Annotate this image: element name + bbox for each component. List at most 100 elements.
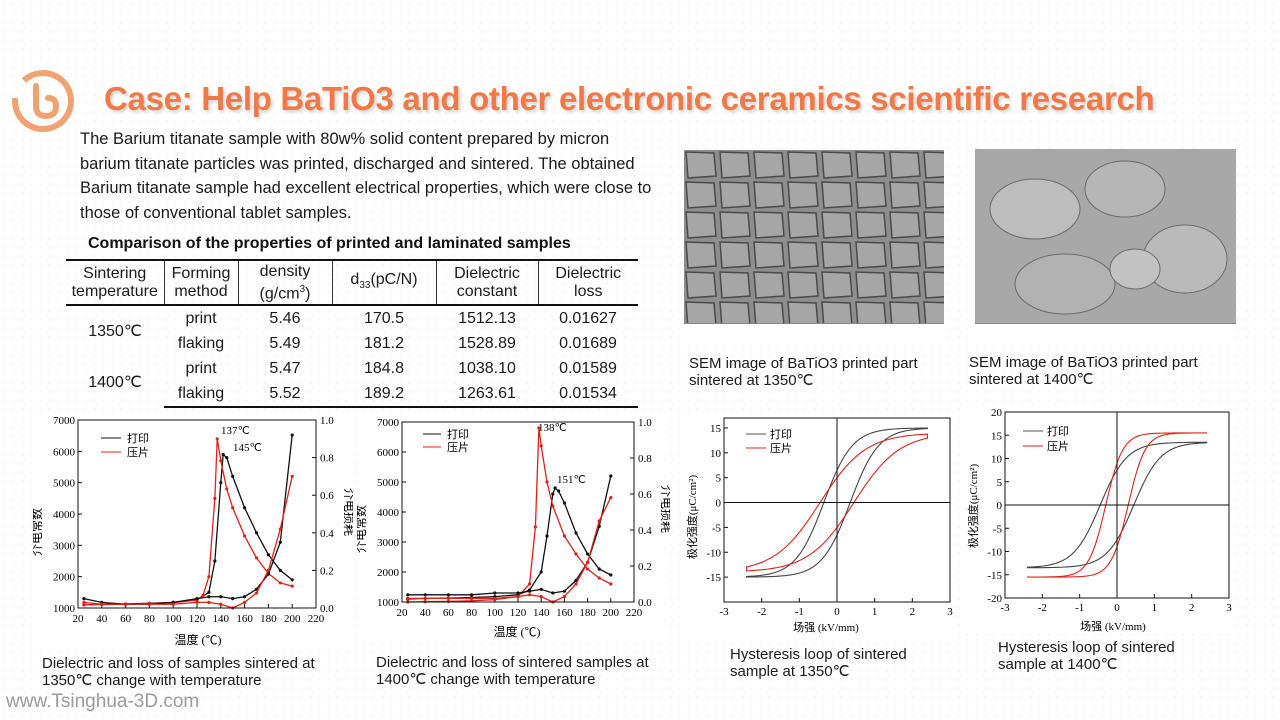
cell-density: 5.47 [269, 359, 301, 377]
data-point [493, 591, 497, 595]
data-point [201, 593, 205, 598]
peak-label-2: 145℃ [233, 442, 262, 454]
data-point [290, 584, 294, 588]
y-axis-label-right: 介电损耗 [659, 485, 670, 533]
data-point [219, 459, 223, 463]
data-point [539, 570, 543, 574]
x-tick-label: -2 [757, 606, 766, 618]
data-point [545, 534, 549, 538]
x-tick-label: 60 [443, 607, 455, 619]
data-point [545, 480, 549, 484]
y-tick-label: 5 [997, 477, 1003, 489]
data-point [516, 591, 520, 595]
data-point [539, 587, 543, 591]
y-tick-label: 0 [997, 500, 1003, 512]
y-tick-label-left: 6000 [377, 447, 400, 459]
x-tick-label: 160 [556, 607, 573, 619]
x-tick-label: 200 [603, 607, 620, 619]
x-tick-label: 100 [487, 607, 504, 619]
cell-loss: 0.01627 [559, 309, 617, 327]
data-point [609, 496, 613, 500]
y-tick-label: -15 [987, 570, 1002, 582]
data-point [231, 506, 235, 510]
data-point [254, 556, 259, 560]
data-point [207, 590, 211, 594]
y-tick-label-left: 7000 [377, 417, 400, 429]
cell-loss: 0.01534 [538, 381, 638, 409]
x-tick-label: 180 [260, 613, 277, 625]
footer-url: www.Tsinghua-3D.com [6, 691, 200, 712]
cell-method: print [185, 359, 217, 377]
data-point [574, 582, 578, 586]
logo-icon [11, 70, 74, 132]
y-tick-label-left: 3000 [53, 540, 76, 552]
x-tick-label: 0 [834, 606, 840, 618]
data-point [278, 540, 282, 544]
data-point [82, 603, 86, 607]
y-tick-label-right: 1.0 [320, 415, 334, 427]
data-point [243, 600, 247, 604]
data-point [231, 597, 235, 601]
data-point [219, 595, 223, 599]
x-tick-label: -1 [1075, 602, 1084, 614]
series-line-print-left [83, 453, 293, 606]
table-caption: Comparison of the properties of printed … [88, 235, 571, 252]
data-point [254, 531, 259, 535]
x-tick-label: 20 [397, 607, 409, 619]
y-tick-label-left: 1000 [377, 597, 400, 609]
data-point [423, 593, 427, 597]
data-point [597, 576, 601, 580]
hysteresis-loop-print [1026, 441, 1208, 569]
data-point [290, 474, 294, 478]
y-tick-label-right: 0.6 [320, 490, 334, 502]
data-point [213, 496, 217, 500]
data-point [207, 600, 211, 604]
data-point [539, 444, 543, 448]
y-axis-label: 极化强度(μC/cm²) [967, 463, 980, 548]
data-point [597, 567, 601, 571]
x-tick-label: -2 [1038, 602, 1047, 614]
x-tick-label: 180 [579, 607, 596, 619]
y-tick-label-left: 6000 [53, 446, 76, 458]
data-point [609, 573, 613, 577]
cell-loss: 0.01689 [559, 334, 617, 352]
data-point [446, 599, 450, 603]
y-tick-label-right: 0.6 [638, 489, 652, 501]
data-point [586, 560, 590, 564]
chart-caption-1400: Dielectric and loss of sintered samples … [376, 654, 649, 688]
data-point [609, 582, 613, 586]
data-point [290, 433, 294, 437]
sem-info-bar [975, 323, 1236, 344]
plot-frame [401, 421, 635, 603]
data-point [562, 501, 566, 505]
sem-caption-1400: SEM image of BaTiO3 printed part sintere… [969, 354, 1198, 388]
x-tick-label: 160 [236, 613, 253, 625]
x-tick-label: 40 [96, 613, 108, 625]
sem-grain-texture-1400 [975, 149, 1236, 324]
x-tick-label: 60 [120, 613, 132, 625]
data-point [124, 602, 128, 606]
data-point [100, 602, 104, 606]
data-point [446, 593, 450, 597]
data-point [207, 595, 211, 599]
y-tick-label-right: 0.2 [320, 565, 334, 577]
x-tick-label: 3 [1226, 602, 1232, 614]
data-point [609, 474, 613, 478]
y-tick-label-left: 1000 [53, 603, 76, 615]
sem-info-bar [684, 323, 944, 344]
col-header-constant: Dielectric constant [435, 260, 538, 307]
data-point [493, 596, 497, 600]
table-row: 1350℃ print 5.46 170.5 1512.13 0.01627 [66, 305, 638, 341]
y-axis-label-right: 介电损耗 [342, 488, 353, 536]
cell-density: 5.46 [269, 309, 301, 327]
data-point [243, 534, 247, 538]
col-header-density: density (g/cm3) [237, 260, 332, 307]
cell-constant: 1512.13 [458, 309, 516, 327]
x-tick-label: 80 [466, 607, 478, 619]
data-point [254, 587, 259, 591]
data-point [574, 531, 578, 535]
data-point [539, 595, 543, 599]
col-header-d33: d33(pC/N) [331, 260, 436, 307]
